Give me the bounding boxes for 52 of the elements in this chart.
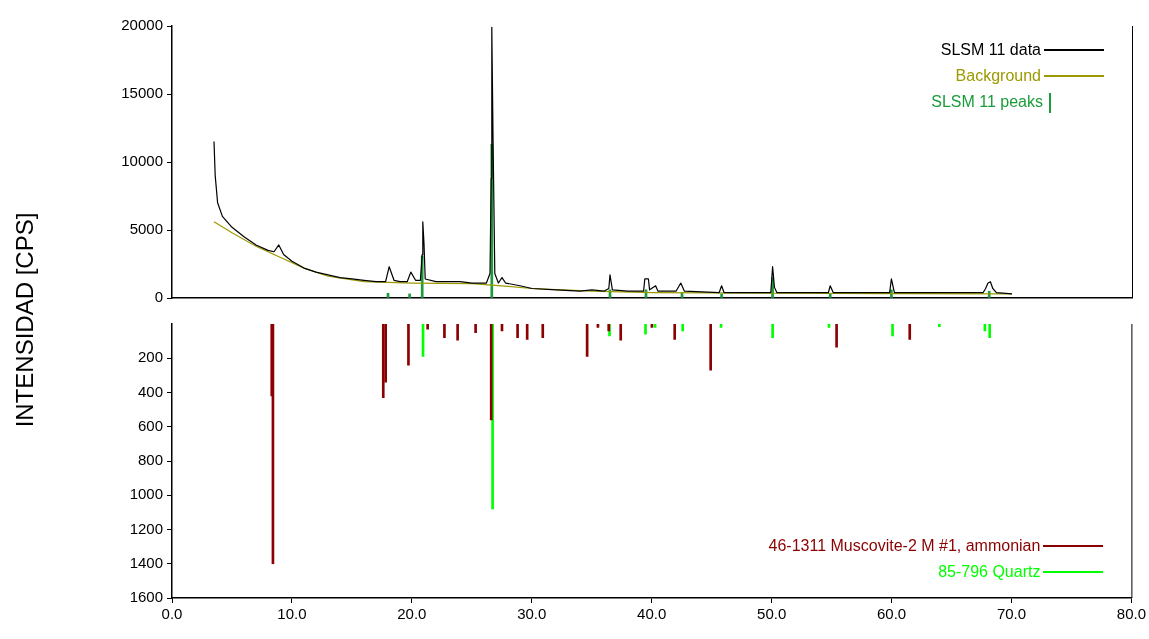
bar [619,324,623,341]
bar [516,324,519,339]
x-tick-label: 80.0 [1116,605,1146,623]
bar [426,324,429,330]
bar [407,324,410,366]
bar [720,293,723,298]
bar [443,324,446,339]
bar [988,324,992,339]
y-tick-label: 5000 [129,220,163,238]
bar [525,324,529,340]
y-tick-label: 20000 [121,16,163,34]
y-tick-label: 10000 [121,152,163,170]
bar [607,324,611,332]
legend-label: 85-796 Quartz [938,563,1041,581]
legend-label: 46-1311 Muscovite-2 M #1, ammonian [768,537,1041,555]
bar [828,293,832,298]
bar [681,324,685,332]
y-tick-label: 400 [137,382,163,400]
bar [408,293,411,298]
bar [673,324,677,340]
x-tick-label: 60.0 [876,605,907,623]
y-tick-label: 1200 [129,519,163,537]
x-tick-label: 10.0 [277,605,307,623]
legend-label: SLSM 11 peaks [931,93,1043,111]
y-tick-label: 800 [137,451,163,469]
bar [937,324,941,327]
x-tick-label: 0.0 [161,605,183,623]
bar [456,324,459,341]
y-tick-label: 200 [137,348,163,366]
bar [541,324,545,339]
bar [709,324,712,371]
bar [908,324,912,340]
y-tick-label: 1000 [129,485,163,503]
x-tick-label: 30.0 [517,605,547,623]
y-tick-label: 1400 [129,553,163,571]
x-tick-label: 40.0 [637,605,667,623]
y-tick-label: 15000 [121,84,163,102]
legend-label: SLSM 11 data [940,41,1041,59]
y-tick-label: 0 [154,288,163,306]
bar [835,324,838,348]
bar [644,324,647,335]
legend-label: Background [955,67,1041,85]
bar [771,324,774,339]
y-tick-label: 1600 [129,588,163,606]
x-tick-label: 50.0 [757,605,787,623]
bar [891,324,894,337]
y-tick-label: 600 [137,416,163,434]
x-tick-label: 20.0 [397,605,427,623]
x-tick-label: 70.0 [996,605,1027,623]
bar [489,324,493,421]
y-axis-title: INTENSIDAD [CPS] [11,212,39,427]
bar [474,324,477,333]
